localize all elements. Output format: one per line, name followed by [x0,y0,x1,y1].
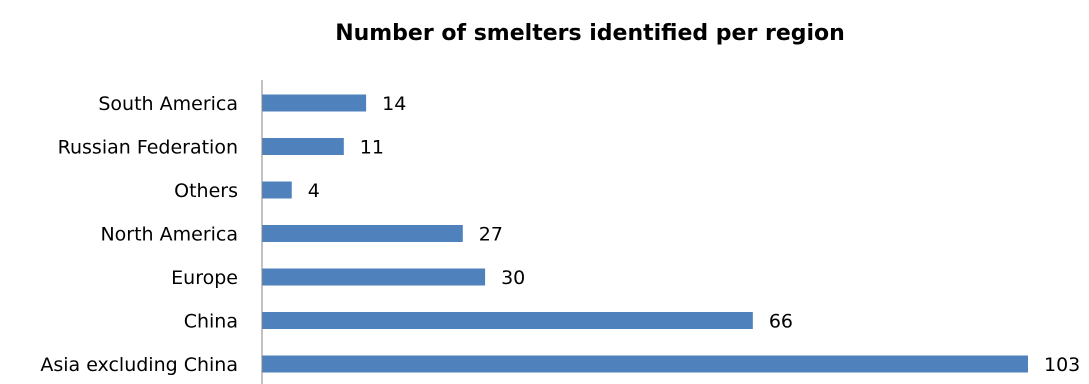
data-label: 27 [479,224,503,246]
category-label: Russian Federation [58,137,238,159]
data-label: 11 [360,137,384,159]
data-label: 30 [501,267,525,289]
category-label: Asia excluding China [40,354,238,376]
chart-title: Number of smelters identified per region [335,21,845,46]
bar [262,181,292,199]
category-label: North America [100,224,238,246]
data-label: 4 [308,180,320,202]
category-labels: South America Russian Federation Others Nor… [40,93,238,376]
category-label: Others [174,180,238,202]
bars-group [262,94,1028,373]
bar [262,94,367,112]
data-label: 66 [769,311,793,333]
data-label: 14 [382,93,406,115]
bar [262,225,463,242]
value-labels: 14 11 4 27 30 66 103 [308,93,1081,376]
data-label: 103 [1044,354,1080,376]
bar [262,312,753,329]
category-label: Europe [171,267,238,289]
bar [262,268,486,286]
bar [262,138,344,155]
bar [262,355,1028,373]
category-label: South America [98,93,238,115]
category-label: China [184,311,238,333]
